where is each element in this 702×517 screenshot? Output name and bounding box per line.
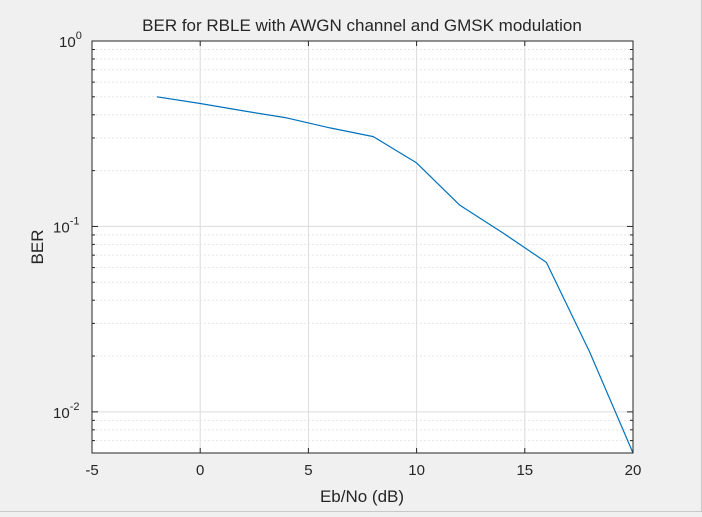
x-tick-label: 15 (516, 462, 533, 479)
x-axis-label: Eb/No (dB) (320, 487, 404, 506)
x-tick-label: 20 (625, 462, 642, 479)
y-tick-labels: 100 10-1 10-2 (53, 30, 82, 422)
x-tick-labels: -5 0 5 10 15 20 (85, 462, 641, 479)
y-axis-label: BER (28, 230, 47, 265)
chart-title: BER for RBLE with AWGN channel and GMSK … (142, 16, 582, 35)
major-grid (92, 41, 633, 453)
x-tick-label: -5 (85, 462, 98, 479)
y-tick-label: 100 (59, 30, 82, 51)
tick-marks (91, 40, 634, 454)
y-tick-label: 10-2 (53, 401, 79, 422)
x-tick-label: 10 (408, 462, 425, 479)
x-tick-label: 5 (304, 462, 312, 479)
ber-series-line (156, 96, 634, 454)
x-tick-label: 0 (196, 462, 204, 479)
y-tick-label: 10-1 (53, 215, 79, 236)
axes-box (91, 40, 634, 454)
series-layer (156, 96, 634, 454)
plot-area (92, 41, 633, 453)
